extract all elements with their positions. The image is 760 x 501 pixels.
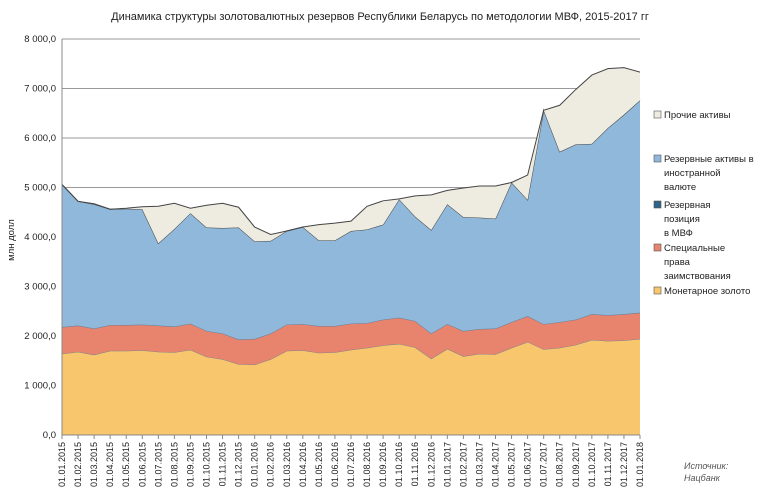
- x-tick-label: 01.06.2016: [330, 442, 340, 487]
- legend-item-4: Монетарное золото: [653, 286, 750, 297]
- y-tick-label: 1 000,0: [24, 381, 56, 392]
- x-tick-label: 01.11.2015: [218, 442, 228, 486]
- legend-label: Специальные: [664, 243, 725, 254]
- legend-swatch: [653, 200, 662, 209]
- stacked-areas: [61, 67, 641, 435]
- area-0: [62, 338, 640, 435]
- x-tick-label: 01.08.2016: [362, 442, 372, 487]
- x-tick-label: 01.12.2015: [234, 442, 244, 487]
- legend-item-2: Резервная позиция в МВФ: [653, 200, 711, 239]
- x-tick-label: 01.09.2015: [185, 442, 195, 487]
- x-tick-label: 01.05.2017: [507, 442, 517, 487]
- x-tick-label: 01.01.2018: [635, 442, 645, 487]
- x-tick-label: 01.10.2016: [394, 442, 404, 487]
- legend-label: заимствования: [664, 271, 731, 282]
- y-tick-label: 8 000,0: [24, 34, 56, 45]
- x-tick-label: 01.04.2015: [105, 442, 115, 487]
- x-tick-label: 01.05.2016: [314, 442, 324, 487]
- legend-swatch: [653, 286, 662, 295]
- legend-label: Резервные активы в: [664, 154, 754, 165]
- x-tick-label: 01.03.2015: [89, 442, 99, 487]
- x-tick-label: 01.11.2017: [603, 442, 613, 486]
- x-tick-label: 01.01.2016: [250, 442, 260, 487]
- x-tick-labels: 01.01.2015 01.02.2015 01.03.2015 01.04.2015…: [57, 442, 645, 487]
- x-tick-label: 01.10.2017: [587, 442, 597, 487]
- x-tick-label: 01.12.2017: [619, 442, 629, 487]
- x-tick-label: 01.02.2015: [73, 442, 83, 487]
- x-tick-label: 01.07.2017: [539, 442, 549, 487]
- chart-title: Динамика структуры золотовалютных резерв…: [111, 11, 649, 23]
- x-tick-label: 01.11.2016: [410, 442, 420, 486]
- x-tick-label: 01.04.2017: [491, 442, 501, 487]
- x-tick-label: 01.02.2017: [458, 442, 468, 487]
- x-tick-label: 01.10.2015: [202, 442, 212, 487]
- x-tick-label: 01.09.2016: [378, 442, 388, 487]
- area-4: [62, 67, 640, 244]
- legend-item-0: Прочие активы: [653, 110, 731, 121]
- legend-label: валюте: [664, 182, 696, 193]
- axes: [61, 39, 641, 439]
- legend-item-3: Специальные права заимствования: [653, 243, 731, 282]
- area-3: [62, 100, 640, 340]
- legend-swatch: [653, 243, 662, 252]
- legend-label: Монетарное золото: [664, 286, 750, 297]
- x-tick-label: 01.02.2016: [266, 442, 276, 487]
- x-tick-label: 01.05.2015: [121, 442, 131, 487]
- x-tick-label: 01.08.2015: [169, 442, 179, 487]
- x-tick-label: 01.01.2017: [442, 442, 452, 487]
- area-edge-4: [61, 67, 641, 235]
- y-tick-label: 6 000,0: [24, 133, 56, 144]
- y-tick-label: 2 000,0: [24, 331, 56, 342]
- x-tick-label: 01.07.2015: [153, 442, 163, 487]
- legend-label: права: [664, 257, 691, 268]
- x-tick-label: 01.09.2017: [571, 442, 581, 487]
- y-tick-labels: 0,0 1 000,0 2 000,0 3 000,0 4 000,0 5 000,0 6 …: [24, 34, 56, 441]
- legend-label: Резервная: [664, 200, 711, 211]
- y-tick-label: 7 000,0: [24, 84, 56, 95]
- x-tick-label: 01.03.2017: [474, 442, 484, 487]
- legend-swatch: [653, 154, 662, 163]
- legend-item-1: Резервные активы в иностранной валюте: [653, 154, 754, 193]
- y-tick-label: 5 000,0: [24, 183, 56, 194]
- x-tick-label: 01.04.2016: [298, 442, 308, 487]
- y-tick-label: 0,0: [43, 430, 56, 441]
- legend-label: в МВФ: [664, 228, 693, 239]
- source-label: Источник:: [684, 461, 729, 471]
- legend-label: позиция: [664, 214, 700, 225]
- x-tick-label: 01.01.2015: [57, 442, 67, 487]
- x-tick-label: 01.06.2017: [523, 442, 533, 487]
- x-tick-label: 01.08.2017: [555, 442, 565, 487]
- x-tick-label: 01.03.2016: [282, 442, 292, 487]
- legend-swatch: [653, 110, 662, 119]
- y-axis-label: млн долл: [6, 219, 17, 261]
- y-tick-label: 3 000,0: [24, 282, 56, 293]
- legend-label: Прочие активы: [664, 110, 731, 121]
- x-tick-label: 01.07.2016: [346, 442, 356, 487]
- source-name: Нацбанк: [684, 473, 721, 483]
- area-1: [62, 312, 640, 365]
- legend-label: иностранной: [664, 168, 721, 179]
- x-tick-label: 01.06.2015: [137, 442, 147, 487]
- y-tick-label: 4 000,0: [24, 232, 56, 243]
- x-tick-label: 01.12.2016: [426, 442, 436, 487]
- legend: Прочие активы Резервные активы в иностранн…: [653, 110, 754, 297]
